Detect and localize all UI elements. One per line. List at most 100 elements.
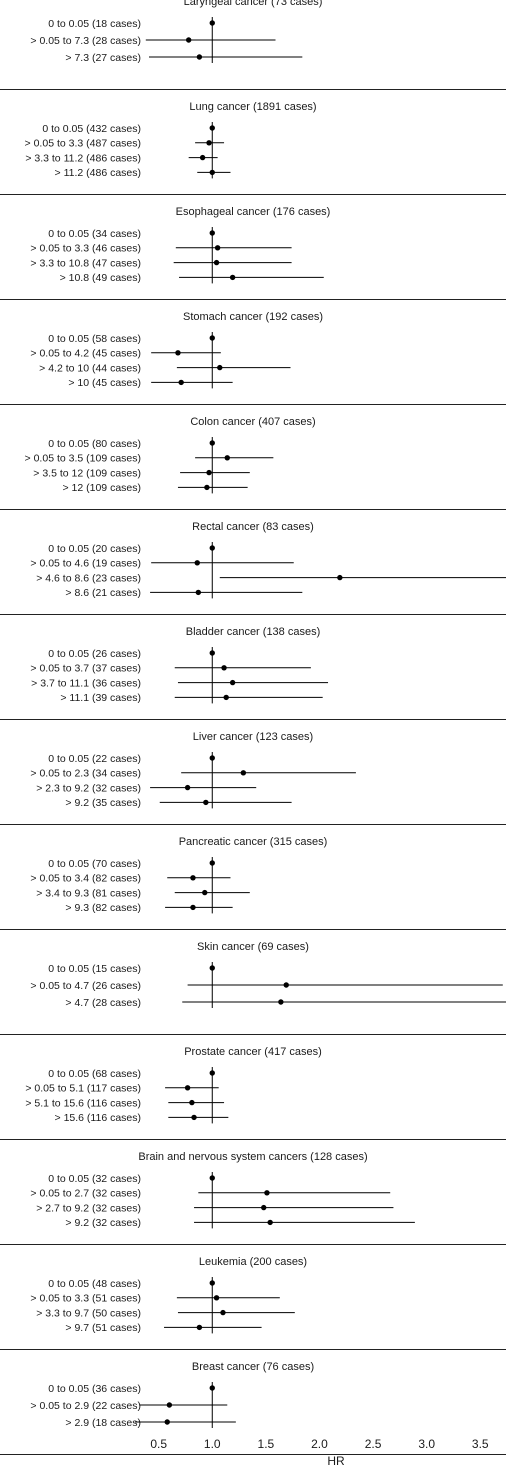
hr-point (209, 1385, 215, 1391)
forest-panel: Skin cancer (69 cases) 0 to 0.05 (15 case… (0, 941, 506, 1035)
row-label: > 15.6 (116 cases) (55, 1112, 141, 1124)
row-label: > 0.05 to 4.6 (19 cases) (30, 558, 141, 570)
x-tick-label: 1.5 (258, 1437, 275, 1451)
row-label: 0 to 0.05 (68 cases) (48, 1068, 141, 1080)
hr-point (337, 574, 343, 581)
hr-point (185, 37, 192, 43)
hr-point (190, 875, 196, 881)
row-label: 0 to 0.05 (80 cases) (48, 438, 141, 450)
row-label: > 9.7 (51 cases) (65, 1322, 141, 1334)
row-label: > 10 (45 cases) (68, 377, 141, 389)
hr-point (209, 125, 215, 131)
forest-panel: Stomach cancer (192 cases) 0 to 0.05 (58 … (0, 311, 506, 405)
panel-title: Bladder cancer (138 cases) (186, 626, 321, 638)
panel-title: Leukemia (200 cases) (199, 1256, 307, 1268)
panel-title: Rectal cancer (83 cases) (192, 521, 314, 533)
row-label: > 9.3 (82 cases) (65, 902, 141, 914)
panel-title: Skin cancer (69 cases) (197, 941, 309, 953)
x-tick-label: 3.5 (472, 1437, 489, 1451)
forest-panel: Laryngeal cancer (73 cases) 0 to 0.05 (18… (0, 0, 506, 90)
x-axis-title: HR (327, 1454, 345, 1467)
panel-title: Stomach cancer (192 cases) (183, 311, 323, 323)
row-label: > 0.05 to 4.7 (26 cases) (30, 980, 141, 992)
forest-panel: Prostate cancer (417 cases) 0 to 0.05 (68… (0, 1046, 506, 1140)
forest-panel: Brain and nervous system cancers (128 ca… (0, 1151, 506, 1245)
row-label: > 2.9 (18 cases) (65, 1417, 141, 1429)
panel-title: Liver cancer (123 cases) (193, 731, 313, 743)
hr-point (166, 1402, 173, 1408)
x-tick-label: 1.0 (204, 1437, 221, 1451)
row-label: 0 to 0.05 (58 cases) (48, 333, 141, 345)
row-label: > 11.1 (39 cases) (60, 692, 141, 704)
row-label: 0 to 0.05 (22 cases) (48, 753, 141, 765)
row-label: > 7.3 (27 cases) (65, 52, 141, 64)
row-label: 0 to 0.05 (432 cases) (42, 123, 141, 135)
hr-point (209, 860, 215, 866)
hr-point (264, 1190, 270, 1196)
forest-panel: Bladder cancer (138 cases) 0 to 0.05 (26 … (0, 626, 506, 720)
row-label: > 0.05 to 3.7 (37 cases) (30, 663, 141, 675)
hr-point (209, 440, 215, 446)
panel-title: Lung cancer (1891 cases) (189, 101, 316, 113)
row-label: > 0.05 to 4.2 (45 cases) (30, 348, 141, 360)
hr-point (209, 169, 215, 176)
row-label: 0 to 0.05 (18 cases) (48, 18, 141, 30)
hr-point (203, 799, 209, 806)
hr-point (194, 560, 200, 566)
hr-point (229, 679, 236, 686)
hr-point (184, 1085, 191, 1091)
row-label: > 9.2 (35 cases) (65, 797, 141, 809)
hr-point (195, 589, 202, 596)
x-tick-label: 2.0 (311, 1437, 328, 1451)
hr-point (217, 364, 223, 371)
row-label: > 0.05 to 2.9 (22 cases) (30, 1400, 141, 1412)
row-label: > 4.6 to 8.6 (23 cases) (36, 572, 141, 584)
hr-point (224, 455, 230, 461)
hr-point (196, 1324, 203, 1331)
hr-point (209, 650, 215, 656)
panel-title: Pancreatic cancer (315 cases) (179, 836, 328, 848)
forest-panel: Leukemia (200 cases) 0 to 0.05 (48 cases)… (0, 1256, 506, 1350)
hr-point (209, 230, 215, 236)
panel-title: Breast cancer (76 cases) (192, 1361, 314, 1373)
row-label: > 3.7 to 11.1 (36 cases) (31, 677, 141, 689)
hr-point (209, 335, 215, 341)
hr-point (209, 545, 215, 551)
hr-point (209, 965, 215, 971)
panel-title: Esophageal cancer (176 cases) (176, 206, 331, 218)
hr-point (175, 350, 181, 356)
row-label: > 3.5 to 12 (109 cases) (33, 467, 141, 479)
row-label: > 0.05 to 3.5 (109 cases) (25, 453, 141, 465)
row-label: > 0.05 to 5.1 (117 cases) (25, 1083, 141, 1095)
panel-title: Laryngeal cancer (73 cases) (184, 0, 323, 8)
row-label: > 4.2 to 10 (44 cases) (39, 362, 141, 374)
row-label: > 0.05 to 3.3 (46 cases) (30, 243, 141, 255)
hr-point (223, 694, 229, 701)
row-label: 0 to 0.05 (36 cases) (48, 1383, 141, 1395)
hr-point (178, 379, 184, 386)
hr-point (213, 1295, 220, 1301)
hr-point (283, 982, 289, 988)
row-label: 0 to 0.05 (15 cases) (48, 963, 141, 975)
row-label: > 10.8 (49 cases) (60, 272, 141, 284)
x-tick-label: 3.0 (418, 1437, 435, 1451)
forest-panel: Pancreatic cancer (315 cases) 0 to 0.05 (… (0, 836, 506, 930)
row-label: > 11.2 (486 cases) (55, 167, 141, 179)
row-label: 0 to 0.05 (70 cases) (48, 858, 141, 870)
hr-point (202, 889, 208, 896)
x-axis: 0.5 1.0 1.5 2.0 2.5 3.0 3.5 HR (150, 1437, 489, 1467)
hr-point (191, 1114, 197, 1121)
hr-point (196, 54, 203, 60)
forest-panel: Lung cancer (1891 cases) 0 to 0.05 (432 c… (0, 101, 506, 195)
panel-title: Colon cancer (407 cases) (190, 416, 315, 428)
hr-point (206, 140, 212, 146)
row-label: > 0.05 to 2.3 (34 cases) (30, 768, 141, 780)
hr-point (164, 1419, 170, 1425)
hr-point (209, 755, 215, 761)
row-label: 0 to 0.05 (26 cases) (48, 648, 141, 660)
hr-point (209, 1175, 215, 1181)
row-label: > 0.05 to 3.4 (82 cases) (30, 873, 141, 885)
forest-panel: Liver cancer (123 cases) 0 to 0.05 (22 ca… (0, 731, 506, 825)
